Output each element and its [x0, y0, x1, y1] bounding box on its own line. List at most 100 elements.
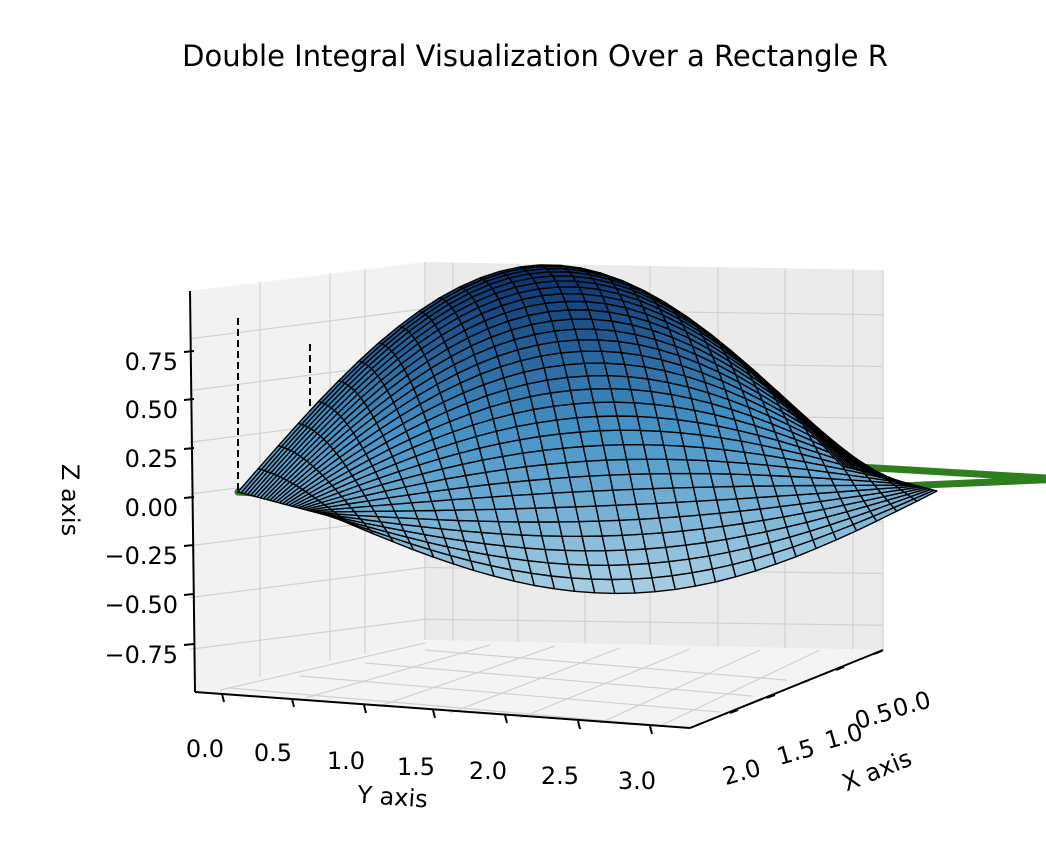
- x-tick: [800, 679, 810, 684]
- gridline: [229, 687, 691, 729]
- surface-patch: [595, 504, 620, 522]
- surface-patch: [853, 484, 879, 492]
- surface-patch: [599, 429, 625, 446]
- gridline: [189, 566, 426, 599]
- z-tick-label: −0.50: [104, 591, 178, 619]
- surface-patch: [414, 509, 439, 521]
- surface-patch: [658, 516, 684, 534]
- gridline: [304, 644, 491, 699]
- x-axis-label: X axis: [838, 744, 915, 797]
- y-tick: [221, 693, 225, 703]
- x-tick-label: 2.0: [720, 754, 764, 791]
- surface-patch: [534, 506, 560, 523]
- surface-patch: [619, 429, 645, 446]
- y-tick: [649, 725, 653, 735]
- surface-patch: [622, 444, 648, 461]
- surface-patch: [607, 564, 633, 581]
- y-tick: [291, 698, 295, 708]
- surface-patch: [494, 508, 520, 523]
- surface-patch: [581, 535, 607, 552]
- surface-patch: [604, 549, 630, 566]
- surface-patch: [675, 500, 701, 518]
- z-tick: [183, 496, 195, 499]
- y-tick: [504, 714, 508, 724]
- y-tick-label: 3.0: [618, 767, 656, 795]
- surface-patch: [565, 460, 591, 478]
- surface-patch: [477, 520, 503, 535]
- surface-patch: [716, 498, 741, 514]
- gridline: [449, 647, 621, 714]
- surface-patch: [753, 485, 778, 499]
- surface-patch: [793, 484, 818, 496]
- z-tick: [183, 398, 195, 401]
- gridline: [659, 649, 821, 727]
- surface-patch: [576, 415, 601, 433]
- gridline: [299, 675, 721, 713]
- surface-patch: [649, 472, 674, 490]
- surface-patch: [393, 510, 419, 520]
- surface-patch: [580, 350, 606, 364]
- gridline: [364, 662, 753, 697]
- surface-plot: [237, 264, 938, 595]
- gridline: [189, 618, 426, 650]
- surface-patch: [531, 492, 557, 509]
- surface-patch: [629, 473, 654, 490]
- z-tick-label: 0.00: [125, 494, 178, 522]
- axis-lines: [189, 290, 884, 729]
- surface-patch: [454, 509, 479, 522]
- x-tick-label: 1.0: [822, 718, 866, 755]
- surface-patch: [434, 509, 459, 522]
- surface-patch: [632, 487, 657, 505]
- surface-patch: [559, 431, 584, 449]
- surface-patch: [585, 459, 611, 477]
- surface-patch: [678, 514, 704, 532]
- z-tick: [183, 544, 195, 547]
- gridline: [599, 649, 761, 724]
- surface-patch: [736, 496, 761, 512]
- surface-patch: [571, 318, 596, 330]
- surface-patch: [582, 444, 608, 462]
- surface-patch: [590, 388, 615, 404]
- gridline: [379, 645, 556, 707]
- y-tick: [577, 720, 581, 730]
- surface-patch: [641, 532, 667, 550]
- z-tick-label: 0.50: [125, 396, 178, 424]
- surface-patch: [568, 475, 594, 493]
- surface-patch: [732, 485, 758, 500]
- surface-patch: [573, 401, 598, 419]
- y-tick: [363, 704, 367, 714]
- surface-patch: [605, 458, 631, 476]
- surface-patch: [655, 501, 681, 519]
- surface-patch: [567, 309, 593, 320]
- surface-patch: [569, 388, 595, 405]
- surface-patch: [561, 535, 586, 552]
- x-tick-label: 1.5: [774, 734, 818, 771]
- surface-patch: [615, 503, 640, 521]
- y-tick-label: 1.0: [327, 747, 365, 775]
- surface-patch: [583, 362, 609, 377]
- surface-patch: [577, 339, 602, 352]
- x-tick: [766, 694, 776, 699]
- surface-patch: [474, 508, 500, 523]
- surface-patch: [598, 519, 623, 537]
- surface-patch: [574, 328, 599, 341]
- surface-patch: [514, 507, 540, 523]
- surface-patch: [587, 564, 613, 581]
- surface-patch: [560, 350, 585, 366]
- surface-patch: [609, 473, 634, 491]
- gridline: [519, 648, 691, 719]
- y-tick-label: 0.0: [186, 735, 224, 763]
- surface-patch: [554, 506, 580, 523]
- surface-patch: [471, 496, 496, 511]
- y-axis-line: [194, 691, 691, 729]
- surface-patch: [709, 473, 735, 488]
- surface-patch: [586, 374, 612, 390]
- surface-patch: [564, 300, 590, 311]
- surface-patch: [648, 560, 673, 579]
- surface-patch: [628, 562, 653, 580]
- z-tick: [183, 643, 195, 646]
- surface-patch: [612, 488, 637, 506]
- surface-patch: [593, 401, 618, 418]
- surface-patch: [712, 485, 738, 501]
- y-tick-label: 2.0: [469, 757, 507, 785]
